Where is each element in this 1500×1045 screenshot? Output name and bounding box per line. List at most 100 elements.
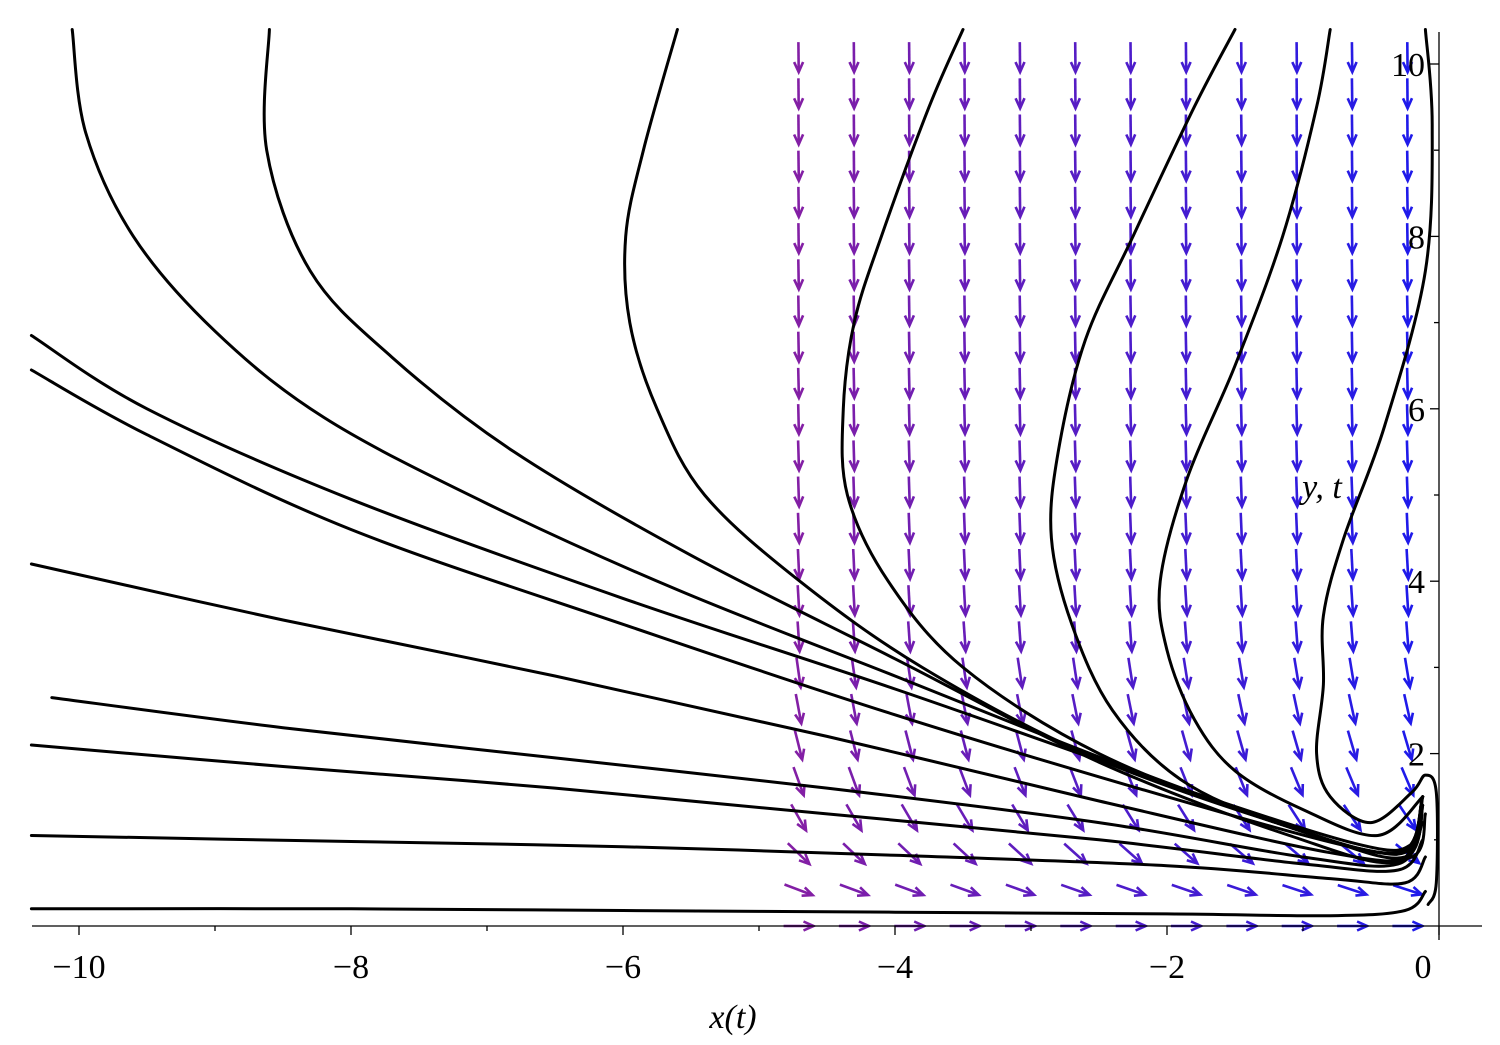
field-arrow xyxy=(75,404,84,434)
field-arrow xyxy=(515,804,529,831)
field-arrow xyxy=(959,42,971,76)
field-arrow xyxy=(1346,223,1358,257)
field-arrow xyxy=(849,657,861,691)
field-arrow xyxy=(75,296,84,326)
field-arrow xyxy=(1125,476,1137,510)
field-arrow xyxy=(1069,259,1082,293)
field-arrow xyxy=(903,331,916,365)
field-arrow xyxy=(1291,621,1303,655)
field-arrow xyxy=(903,223,915,257)
field-arrow xyxy=(848,114,860,148)
field-arrow xyxy=(1346,440,1358,474)
field-arrow xyxy=(573,440,582,470)
field-arrow xyxy=(1125,367,1137,402)
field-arrow xyxy=(848,331,860,365)
field-arrow xyxy=(739,368,748,398)
field-arrow xyxy=(128,804,141,831)
field-arrow xyxy=(739,296,748,326)
direction-field xyxy=(75,42,1426,932)
field-arrow xyxy=(1069,512,1082,546)
field-arrow xyxy=(573,513,582,543)
field-arrow xyxy=(739,332,748,362)
field-arrow xyxy=(351,78,360,108)
field-arrow xyxy=(684,658,693,688)
field-arrow xyxy=(903,548,916,583)
field-arrow xyxy=(739,42,748,72)
field-arrow xyxy=(739,187,748,217)
field-arrow xyxy=(241,296,250,326)
field-arrow xyxy=(793,730,806,763)
field-arrow xyxy=(185,259,194,289)
field-arrow xyxy=(1402,693,1415,727)
field-arrow xyxy=(1125,730,1138,763)
field-arrow xyxy=(573,332,582,362)
field-arrow xyxy=(185,42,194,72)
field-arrow xyxy=(351,259,360,289)
field-arrow xyxy=(960,693,972,727)
field-arrow xyxy=(1402,621,1414,655)
field-arrow xyxy=(401,843,422,865)
field-arrow xyxy=(1014,78,1026,112)
field-arrow xyxy=(1014,114,1026,148)
field-arrow xyxy=(1402,585,1414,619)
field-arrow xyxy=(407,151,416,181)
field-arrow xyxy=(407,115,416,145)
field-arrow xyxy=(130,585,139,615)
field-arrow xyxy=(740,658,749,688)
field-arrow xyxy=(1401,114,1414,148)
field-arrow xyxy=(351,42,360,72)
field-arrow xyxy=(959,150,971,184)
field-arrow xyxy=(628,404,637,434)
field-arrow xyxy=(241,42,250,72)
field-arrow xyxy=(241,658,250,688)
field-arrow xyxy=(518,694,527,724)
field-arrow xyxy=(897,842,923,867)
field-arrow xyxy=(684,513,693,543)
field-arrow xyxy=(297,730,306,759)
field-arrow xyxy=(1125,512,1137,546)
field-arrow xyxy=(1345,766,1360,798)
field-arrow xyxy=(185,223,194,253)
field-arrow xyxy=(462,368,471,398)
field-arrow xyxy=(407,259,416,289)
field-arrow xyxy=(1060,883,1093,897)
field-arrow xyxy=(186,730,195,759)
field-arrow xyxy=(793,476,805,510)
field-arrow xyxy=(792,78,805,112)
field-arrow xyxy=(1400,766,1415,798)
field-arrow xyxy=(460,804,474,831)
field-arrow xyxy=(352,694,361,724)
field-arrow xyxy=(517,368,526,398)
field-arrow xyxy=(462,621,471,651)
field-arrow xyxy=(1173,842,1200,866)
field-arrow xyxy=(296,259,305,289)
field-arrow xyxy=(793,512,805,546)
field-arrow xyxy=(130,368,139,398)
field-arrow xyxy=(1014,223,1026,257)
field-arrow xyxy=(352,549,361,579)
field-arrow xyxy=(1235,223,1248,257)
field-arrow xyxy=(241,151,250,181)
field-arrow xyxy=(185,115,194,145)
field-arrow xyxy=(848,42,860,76)
field-arrow xyxy=(1291,367,1303,402)
field-arrow xyxy=(628,767,639,795)
field-arrow xyxy=(352,585,361,615)
field-arrow xyxy=(75,332,84,362)
field-arrow xyxy=(351,223,360,253)
field-arrow xyxy=(903,404,916,438)
field-arrow xyxy=(684,259,693,289)
field-arrow xyxy=(1070,657,1082,691)
field-arrow xyxy=(407,513,416,543)
field-arrow xyxy=(848,585,860,619)
field-arrow xyxy=(462,223,471,253)
field-arrow xyxy=(351,513,360,543)
field-arrow xyxy=(1337,883,1370,897)
field-arrow xyxy=(1180,621,1193,655)
field-arrow xyxy=(1401,259,1414,293)
field-arrow xyxy=(1011,803,1030,833)
trajectory-14 xyxy=(29,890,1427,918)
field-arrow xyxy=(407,658,416,688)
field-arrow xyxy=(790,803,808,834)
field-arrow xyxy=(1069,440,1082,474)
